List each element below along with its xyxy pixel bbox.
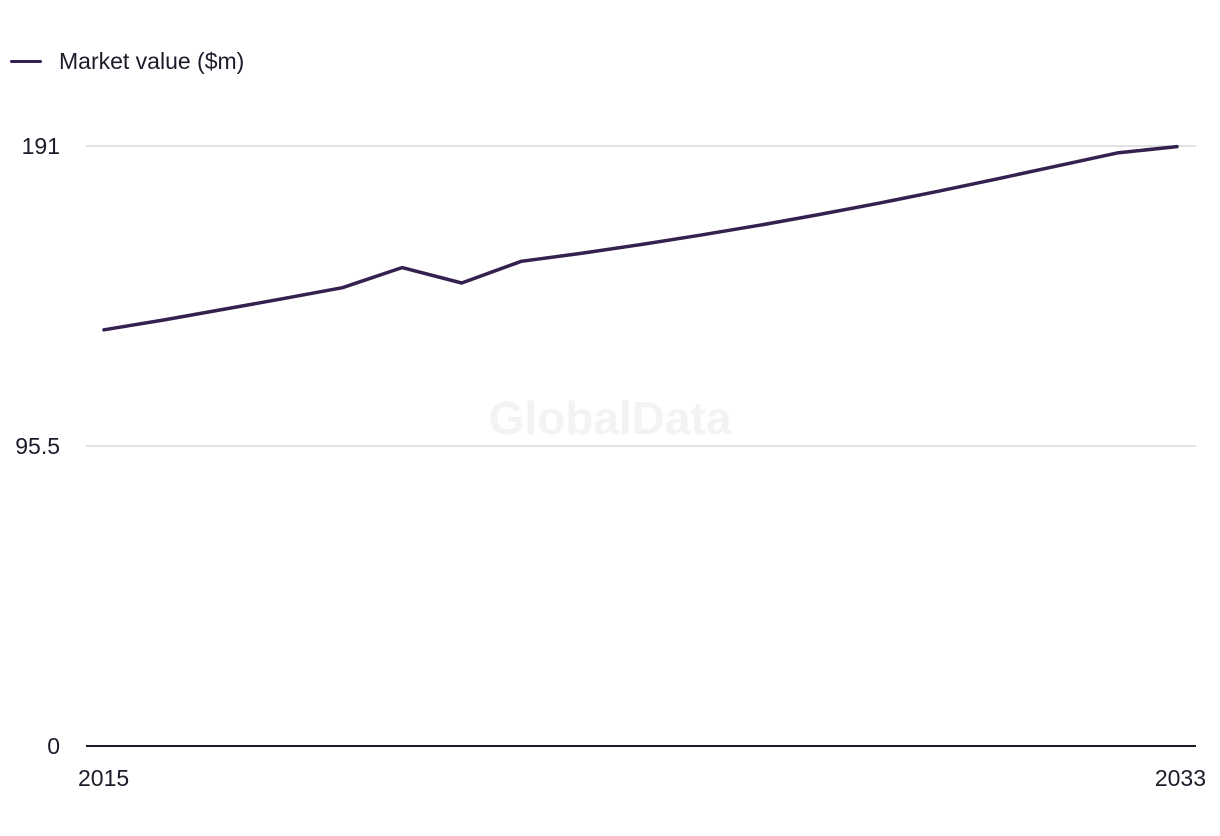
data-point[interactable] <box>1114 150 1120 156</box>
legend-label: Market value ($m) <box>59 48 245 74</box>
series-line-market-value <box>102 144 1179 332</box>
data-point[interactable] <box>638 242 644 248</box>
legend: Market value ($m) <box>10 46 244 76</box>
data-point[interactable] <box>697 232 703 238</box>
data-point[interactable] <box>995 176 1001 182</box>
x-tick-label: 2015 <box>78 765 129 791</box>
data-point[interactable] <box>816 211 822 217</box>
data-point[interactable] <box>220 306 226 312</box>
x-tick-label: 2033 <box>1155 765 1206 791</box>
tick-labels: 191 95.5 0 2015 2033 <box>15 133 1206 791</box>
legend-swatch <box>10 59 42 63</box>
grid-lines <box>86 145 1196 447</box>
watermark: GlobalData <box>489 392 732 444</box>
data-point[interactable] <box>578 250 584 256</box>
data-point[interactable] <box>339 285 345 291</box>
series-layer <box>101 144 1180 333</box>
data-point[interactable] <box>399 265 405 271</box>
data-point[interactable] <box>518 258 524 264</box>
data-point[interactable] <box>459 280 465 286</box>
y-tick-label: 191 <box>22 133 60 159</box>
y-tick-label: 95.5 <box>15 433 60 459</box>
data-point[interactable] <box>757 222 763 228</box>
data-point[interactable] <box>280 296 286 302</box>
data-point[interactable] <box>876 200 882 206</box>
data-point[interactable] <box>101 327 107 333</box>
y-tick-label: 0 <box>47 733 60 759</box>
data-point[interactable] <box>161 317 167 323</box>
data-point[interactable] <box>1055 163 1061 169</box>
data-point[interactable] <box>936 188 942 194</box>
data-point[interactable] <box>1174 144 1180 150</box>
